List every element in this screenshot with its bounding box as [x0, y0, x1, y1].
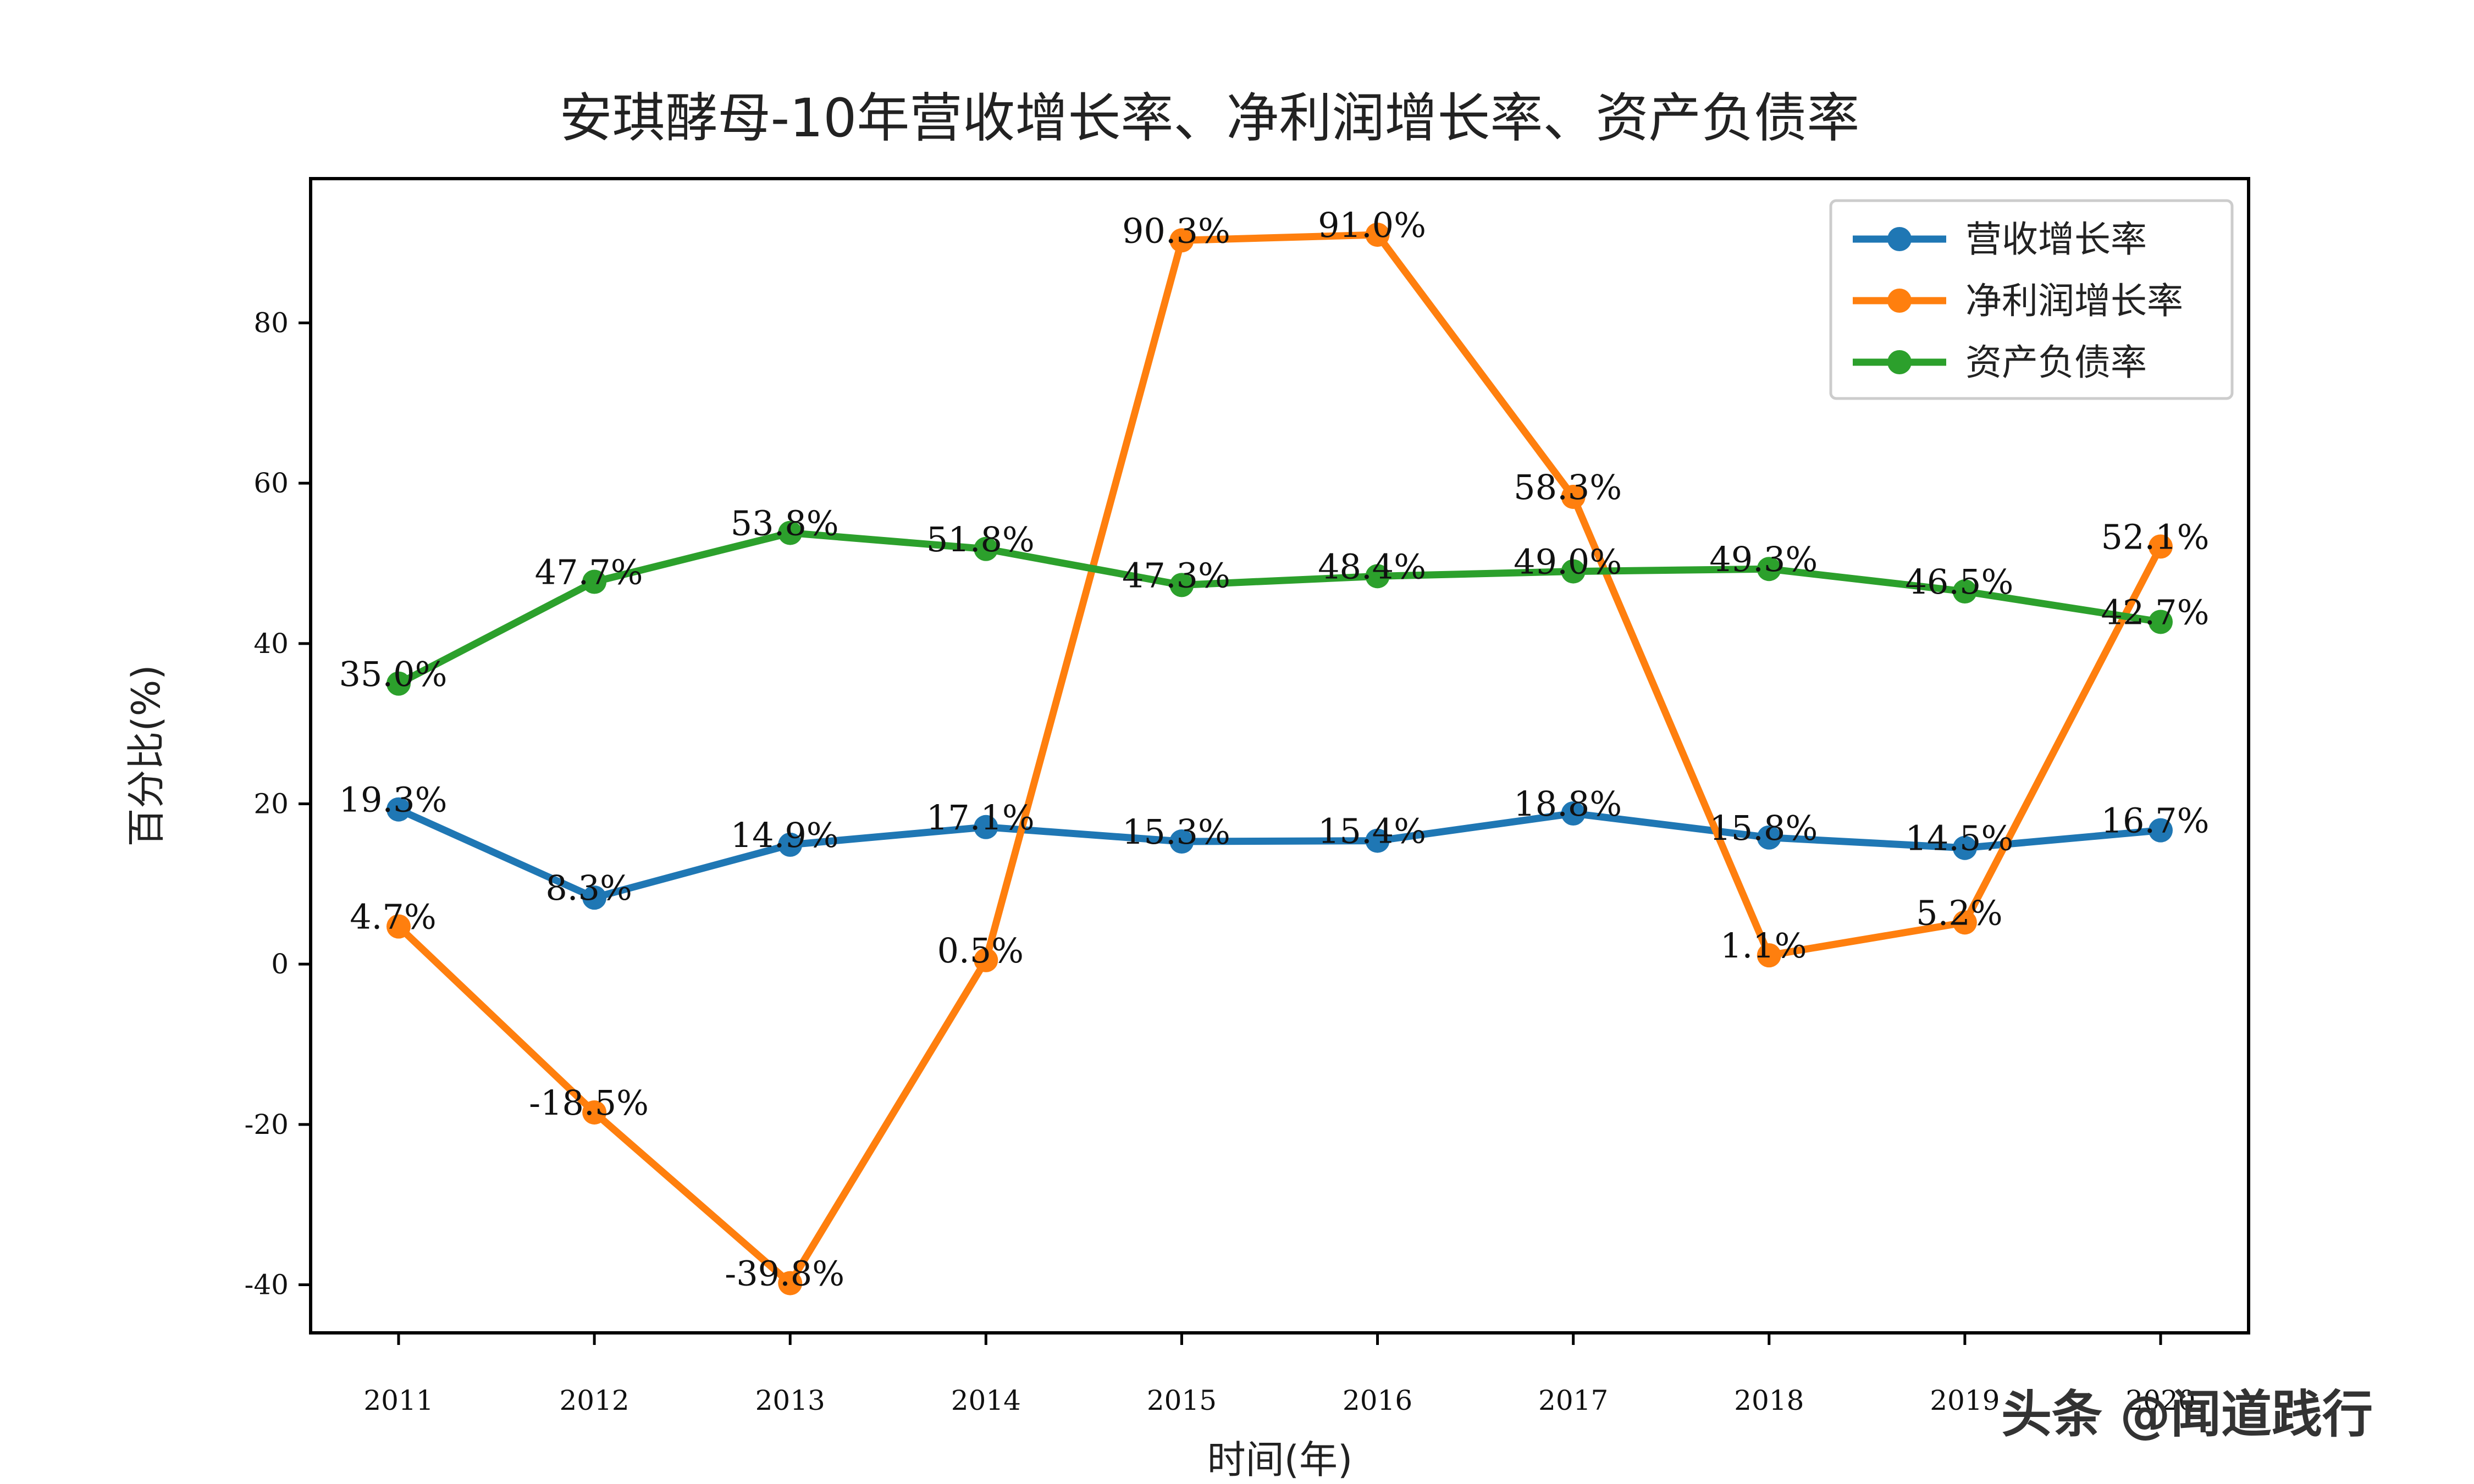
y-tick-label: 80	[253, 307, 289, 339]
chart-title: 安琪酵母-10年营收增长率、净利润增长率、资产负债率	[560, 87, 1860, 149]
data-label: 47.7%	[535, 552, 643, 593]
data-label: 14.5%	[1905, 818, 2013, 859]
data-label: 4.7%	[350, 897, 437, 937]
data-point	[974, 536, 998, 561]
data-point	[778, 832, 803, 857]
data-point	[1757, 557, 1781, 582]
data-label: 17.1%	[926, 798, 1035, 838]
series-line-1	[395, 231, 2164, 1287]
data-point	[1169, 573, 1194, 597]
data-label: -18.5%	[529, 1083, 649, 1123]
legend-marker	[1887, 350, 1912, 374]
data-point	[386, 914, 411, 939]
data-label: 91.0%	[1318, 205, 1426, 245]
data-label: 49.0%	[1514, 542, 1622, 582]
x-tick-label: 2016	[1343, 1385, 1412, 1416]
x-tick-label: 2013	[755, 1385, 825, 1416]
x-axis-label: 时间(年)	[1207, 1437, 1353, 1482]
data-label: 46.5%	[1905, 562, 2013, 602]
y-tick-label: -20	[244, 1109, 289, 1140]
data-point	[1952, 910, 1977, 935]
data-label: 53.8%	[731, 503, 839, 544]
legend-label: 净利润增长率	[1965, 280, 2183, 322]
data-label: 52.1%	[2101, 517, 2210, 557]
legend-label: 营收增长率	[1965, 218, 2147, 261]
data-point	[1952, 835, 1977, 860]
data-point	[386, 671, 411, 696]
y-tick-label: -40	[244, 1269, 289, 1301]
legend-box	[1829, 199, 2234, 400]
x-tick-label: 2012	[559, 1385, 629, 1416]
legend-marker	[1887, 289, 1912, 313]
data-label: 35.0%	[339, 654, 448, 694]
x-tick-label: 2017	[1538, 1385, 1608, 1416]
data-label: -39.8%	[725, 1254, 844, 1294]
y-axis: -40 -20 0 20 40 60 80	[244, 307, 311, 1301]
data-label: 48.4%	[1318, 546, 1426, 586]
data-point	[1365, 828, 1390, 853]
data-label: 14.9%	[731, 815, 839, 855]
data-label: 15.3%	[1122, 812, 1230, 852]
data-point	[778, 1271, 803, 1295]
y-tick-label: 60	[253, 467, 289, 499]
data-point	[386, 797, 411, 822]
data-point	[1757, 825, 1781, 850]
data-label: 16.7%	[2101, 801, 2210, 841]
data-point	[2149, 534, 2173, 559]
data-label: 58.3%	[1514, 467, 1622, 507]
y-tick-label: 20	[253, 788, 289, 820]
data-point	[974, 815, 998, 839]
data-point	[582, 569, 607, 594]
data-label: 15.4%	[1318, 811, 1426, 851]
data-label: 47.3%	[1122, 555, 1230, 595]
data-point	[1952, 579, 1977, 604]
data-label: 1.1%	[1720, 926, 1807, 966]
x-tick-label: 2019	[1930, 1385, 2000, 1416]
legend-label: 资产负债率	[1965, 341, 2147, 384]
data-label: 42.7%	[2101, 592, 2210, 632]
data-label: 15.8%	[1709, 808, 1818, 848]
data-point	[1169, 228, 1194, 253]
plot-frame	[309, 177, 2250, 1335]
x-tick-label: 2014	[951, 1385, 1021, 1416]
data-point	[1169, 829, 1194, 854]
data-label: 90.3%	[1122, 211, 1230, 251]
data-label: 51.8%	[926, 519, 1035, 560]
data-point	[1561, 484, 1586, 509]
data-label: 0.5%	[937, 931, 1024, 971]
data-point	[778, 520, 803, 545]
data-point	[582, 885, 607, 910]
x-tick-label: 2020	[2125, 1385, 2195, 1416]
data-point	[1365, 564, 1390, 589]
watermark-text: 头条 @闻道践行	[2001, 1385, 2373, 1444]
y-tick-label: 40	[253, 628, 289, 660]
data-labels-layer: 19.3% 8.3% 14.9% 17.1% 15.3% 15.4% 18.8% 15.8% 1…	[339, 205, 2210, 1293]
data-label: 5.2%	[1916, 893, 2003, 933]
x-axis: 2011 2012 2013 2014 2015 2016 2017 2018 2019 2020	[363, 1333, 2196, 1416]
series-line-2	[395, 529, 2164, 688]
data-label: 19.3%	[339, 780, 448, 820]
data-label: 18.8%	[1514, 784, 1622, 824]
data-point	[1365, 223, 1390, 247]
x-tick-label: 2018	[1734, 1385, 1804, 1416]
series-layer	[386, 223, 2173, 1295]
data-point	[1561, 559, 1586, 584]
data-label: 8.3%	[545, 868, 632, 908]
data-label: 49.3%	[1709, 539, 1818, 579]
data-point	[1561, 801, 1586, 826]
data-point	[1757, 943, 1781, 968]
x-tick-label: 2011	[363, 1385, 433, 1416]
legend-marker	[1887, 227, 1912, 251]
data-point	[2149, 818, 2173, 843]
data-point	[974, 948, 998, 972]
y-axis-label: 百分比(%)	[124, 665, 169, 846]
series-line-0	[395, 806, 2164, 901]
data-point	[2149, 610, 2173, 634]
y-tick-label: 0	[271, 948, 289, 980]
x-tick-label: 2015	[1147, 1385, 1217, 1416]
data-point	[582, 1100, 607, 1125]
